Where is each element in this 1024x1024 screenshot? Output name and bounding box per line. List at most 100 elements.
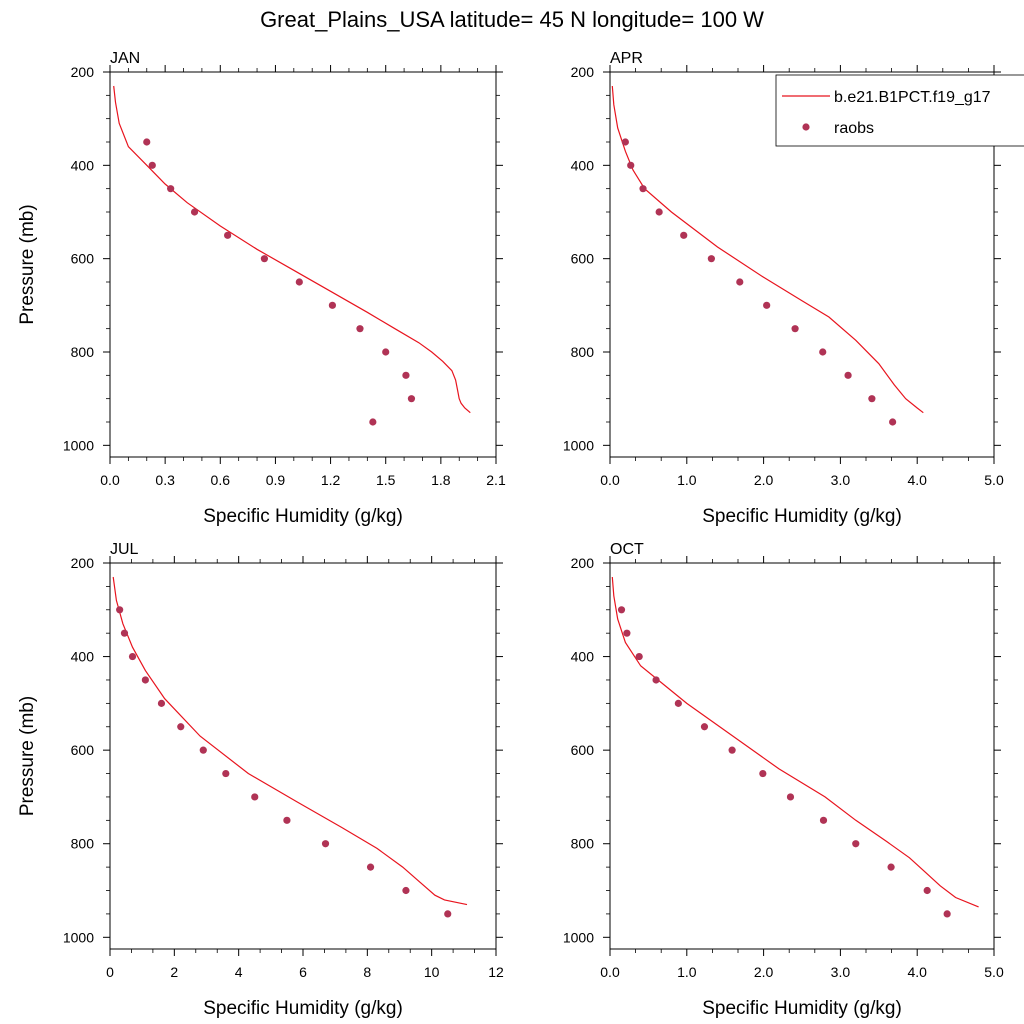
panel-jul-xlabel: Specific Humidity (g/kg) bbox=[203, 998, 403, 1019]
panel-jan-obs-point bbox=[190, 208, 199, 216]
panel-apr-ytick-label: 600 bbox=[571, 251, 595, 267]
panel-jan-ytick-label: 1000 bbox=[63, 437, 94, 453]
panel-jul-obs-point bbox=[128, 652, 137, 661]
panel-jan-obs-point bbox=[224, 231, 232, 239]
panel-apr-obs-point bbox=[621, 138, 629, 146]
panel-jul-xtick-label: 6 bbox=[299, 964, 307, 980]
panels-group: JAN 0.0 0.3 0.6 0.9 1.2 1.5 1.8 2.1 200 400 600 800 1… bbox=[17, 50, 1004, 1019]
panel-jul-xtick-label: 4 bbox=[235, 964, 243, 980]
panel-apr-ytick-label: 800 bbox=[571, 344, 595, 360]
panel-jul-model-line bbox=[112, 576, 468, 906]
panel-oct-obs-point bbox=[943, 910, 951, 918]
panel-jan-xtick-label: 0.3 bbox=[155, 472, 175, 488]
panel-apr-xtick-label: 5.0 bbox=[984, 472, 1004, 488]
panel-jan-obs-point bbox=[148, 161, 156, 169]
legend-obs-label: raobs bbox=[834, 120, 874, 137]
legend: b.e21.B1PCT.f19_g17 raobs bbox=[775, 74, 1024, 147]
panel-jan-obs-point bbox=[402, 371, 410, 379]
panel-oct-frame bbox=[609, 562, 995, 950]
panel-jan-label: JAN bbox=[110, 50, 140, 67]
panel-oct-xtick-label: 3.0 bbox=[831, 964, 851, 980]
panel-oct-xtick-label: 1.0 bbox=[677, 964, 697, 980]
panel-apr-ytick-label: 200 bbox=[571, 64, 595, 80]
panel-jan-ytick-label: 600 bbox=[71, 251, 95, 267]
panel-jul-obs-point bbox=[116, 606, 124, 614]
panel-jan-model-line bbox=[113, 85, 471, 414]
panel-jul-obs-point bbox=[141, 676, 149, 684]
panel-jul-label: JUL bbox=[110, 541, 139, 558]
panel-oct-obs-point bbox=[623, 629, 631, 637]
panel-apr-frame bbox=[609, 71, 995, 458]
panel-apr-obs-point bbox=[889, 418, 897, 426]
panel-jul-xtick-label: 0 bbox=[106, 964, 114, 980]
panel-jan-obs-point bbox=[382, 348, 390, 356]
panel-oct: OCT 0.0 1.0 2.0 3.0 4.0 5.0 200 400 600 800 1000 Spe… bbox=[563, 541, 1004, 1019]
panel-jul-ytick-label: 400 bbox=[71, 649, 95, 665]
panel-jan-xtick-label: 0.0 bbox=[100, 472, 120, 488]
panel-jan-obs-point bbox=[328, 301, 337, 309]
panel-jul-xtick-label: 12 bbox=[488, 964, 504, 980]
panel-oct-obs-point bbox=[887, 863, 895, 871]
panel-oct-xtick-label: 0.0 bbox=[600, 964, 620, 980]
panel-jul-obs-point bbox=[444, 910, 452, 918]
panel-apr-xtick-label: 3.0 bbox=[831, 472, 851, 488]
panel-oct-xtick-label: 4.0 bbox=[907, 964, 927, 980]
panel-jan: JAN 0.0 0.3 0.6 0.9 1.2 1.5 1.8 2.1 200 400 600 800 1… bbox=[17, 50, 506, 527]
panel-apr-label: APR bbox=[610, 50, 643, 67]
panel-apr-obs-point bbox=[655, 208, 663, 216]
panel-jul-xtick-label: 2 bbox=[170, 964, 178, 980]
panel-jul-xtick-label: 8 bbox=[363, 964, 371, 980]
panel-jul-obs-point bbox=[321, 840, 330, 848]
panel-jan-ylabel: Pressure (mb) bbox=[17, 204, 38, 324]
panel-oct-obs-point bbox=[786, 793, 795, 801]
panel-oct-xtick-label: 5.0 bbox=[984, 964, 1004, 980]
panel-apr-ytick-label: 400 bbox=[571, 157, 595, 173]
legend-marker-swatch bbox=[802, 123, 810, 131]
panel-jan-xlabel: Specific Humidity (g/kg) bbox=[203, 506, 403, 527]
panel-jul-ytick-label: 200 bbox=[71, 555, 95, 571]
legend-model-label: b.e21.B1PCT.f19_g17 bbox=[834, 89, 991, 106]
panel-jan-xtick-label: 0.6 bbox=[211, 472, 231, 488]
panel-apr-obs-point bbox=[680, 231, 688, 239]
panel-apr-obs-point bbox=[819, 348, 827, 356]
panel-oct-ytick-label: 1000 bbox=[563, 929, 594, 945]
panel-oct-label: OCT bbox=[610, 541, 644, 558]
panel-jul-xtick-label: 10 bbox=[424, 964, 440, 980]
panel-apr-xtick-label: 1.0 bbox=[677, 472, 697, 488]
panel-jan-xtick-label: 1.8 bbox=[431, 472, 451, 488]
panel-apr-obs-point bbox=[627, 161, 635, 169]
panel-jan-obs-point bbox=[260, 255, 268, 263]
panel-jan-obs-point bbox=[167, 185, 175, 193]
legend-box bbox=[775, 74, 1024, 147]
panel-apr-obs-point bbox=[707, 255, 715, 263]
panel-apr-obs-point bbox=[868, 395, 876, 403]
panel-oct-obs-point bbox=[652, 676, 660, 684]
panel-jul-obs-point bbox=[199, 746, 207, 754]
panel-apr-xtick-label: 2.0 bbox=[754, 472, 774, 488]
panel-oct-obs-point bbox=[617, 606, 626, 614]
chart-title: Great_Plains_USA latitude= 45 N longitud… bbox=[260, 7, 764, 32]
panel-oct-obs-point bbox=[728, 746, 736, 754]
panel-jan-ytick-label: 200 bbox=[71, 64, 95, 80]
panel-jul-obs-point bbox=[251, 793, 259, 801]
panel-jul-obs-point bbox=[157, 699, 166, 707]
panel-oct-obs-point bbox=[674, 699, 682, 707]
panel-oct-ytick-label: 200 bbox=[571, 555, 595, 571]
panel-jan-xtick-label: 1.2 bbox=[321, 472, 341, 488]
panel-apr-obs-point bbox=[736, 278, 744, 286]
panel-oct-obs-point bbox=[923, 886, 931, 895]
panel-apr: APR 0.0 1.0 2.0 3.0 4.0 5.0 200 400 600 800 1000 Spe… bbox=[563, 50, 1004, 527]
panel-apr-obs-point bbox=[763, 301, 771, 309]
panel-apr-xlabel: Specific Humidity (g/kg) bbox=[702, 506, 902, 527]
panel-oct-ytick-label: 800 bbox=[571, 836, 595, 852]
panel-jul-ylabel: Pressure (mb) bbox=[17, 696, 38, 816]
panel-jan-obs-point bbox=[143, 138, 151, 146]
panel-jul-ytick-label: 1000 bbox=[63, 929, 94, 945]
panel-jul-obs-point bbox=[222, 769, 230, 778]
panel-oct-ytick-label: 400 bbox=[571, 649, 595, 665]
panel-jan-obs-point bbox=[356, 325, 364, 333]
panel-jul-ytick-label: 800 bbox=[71, 836, 95, 852]
panel-jan-obs-point bbox=[369, 418, 377, 426]
panel-oct-obs-point bbox=[819, 816, 828, 824]
